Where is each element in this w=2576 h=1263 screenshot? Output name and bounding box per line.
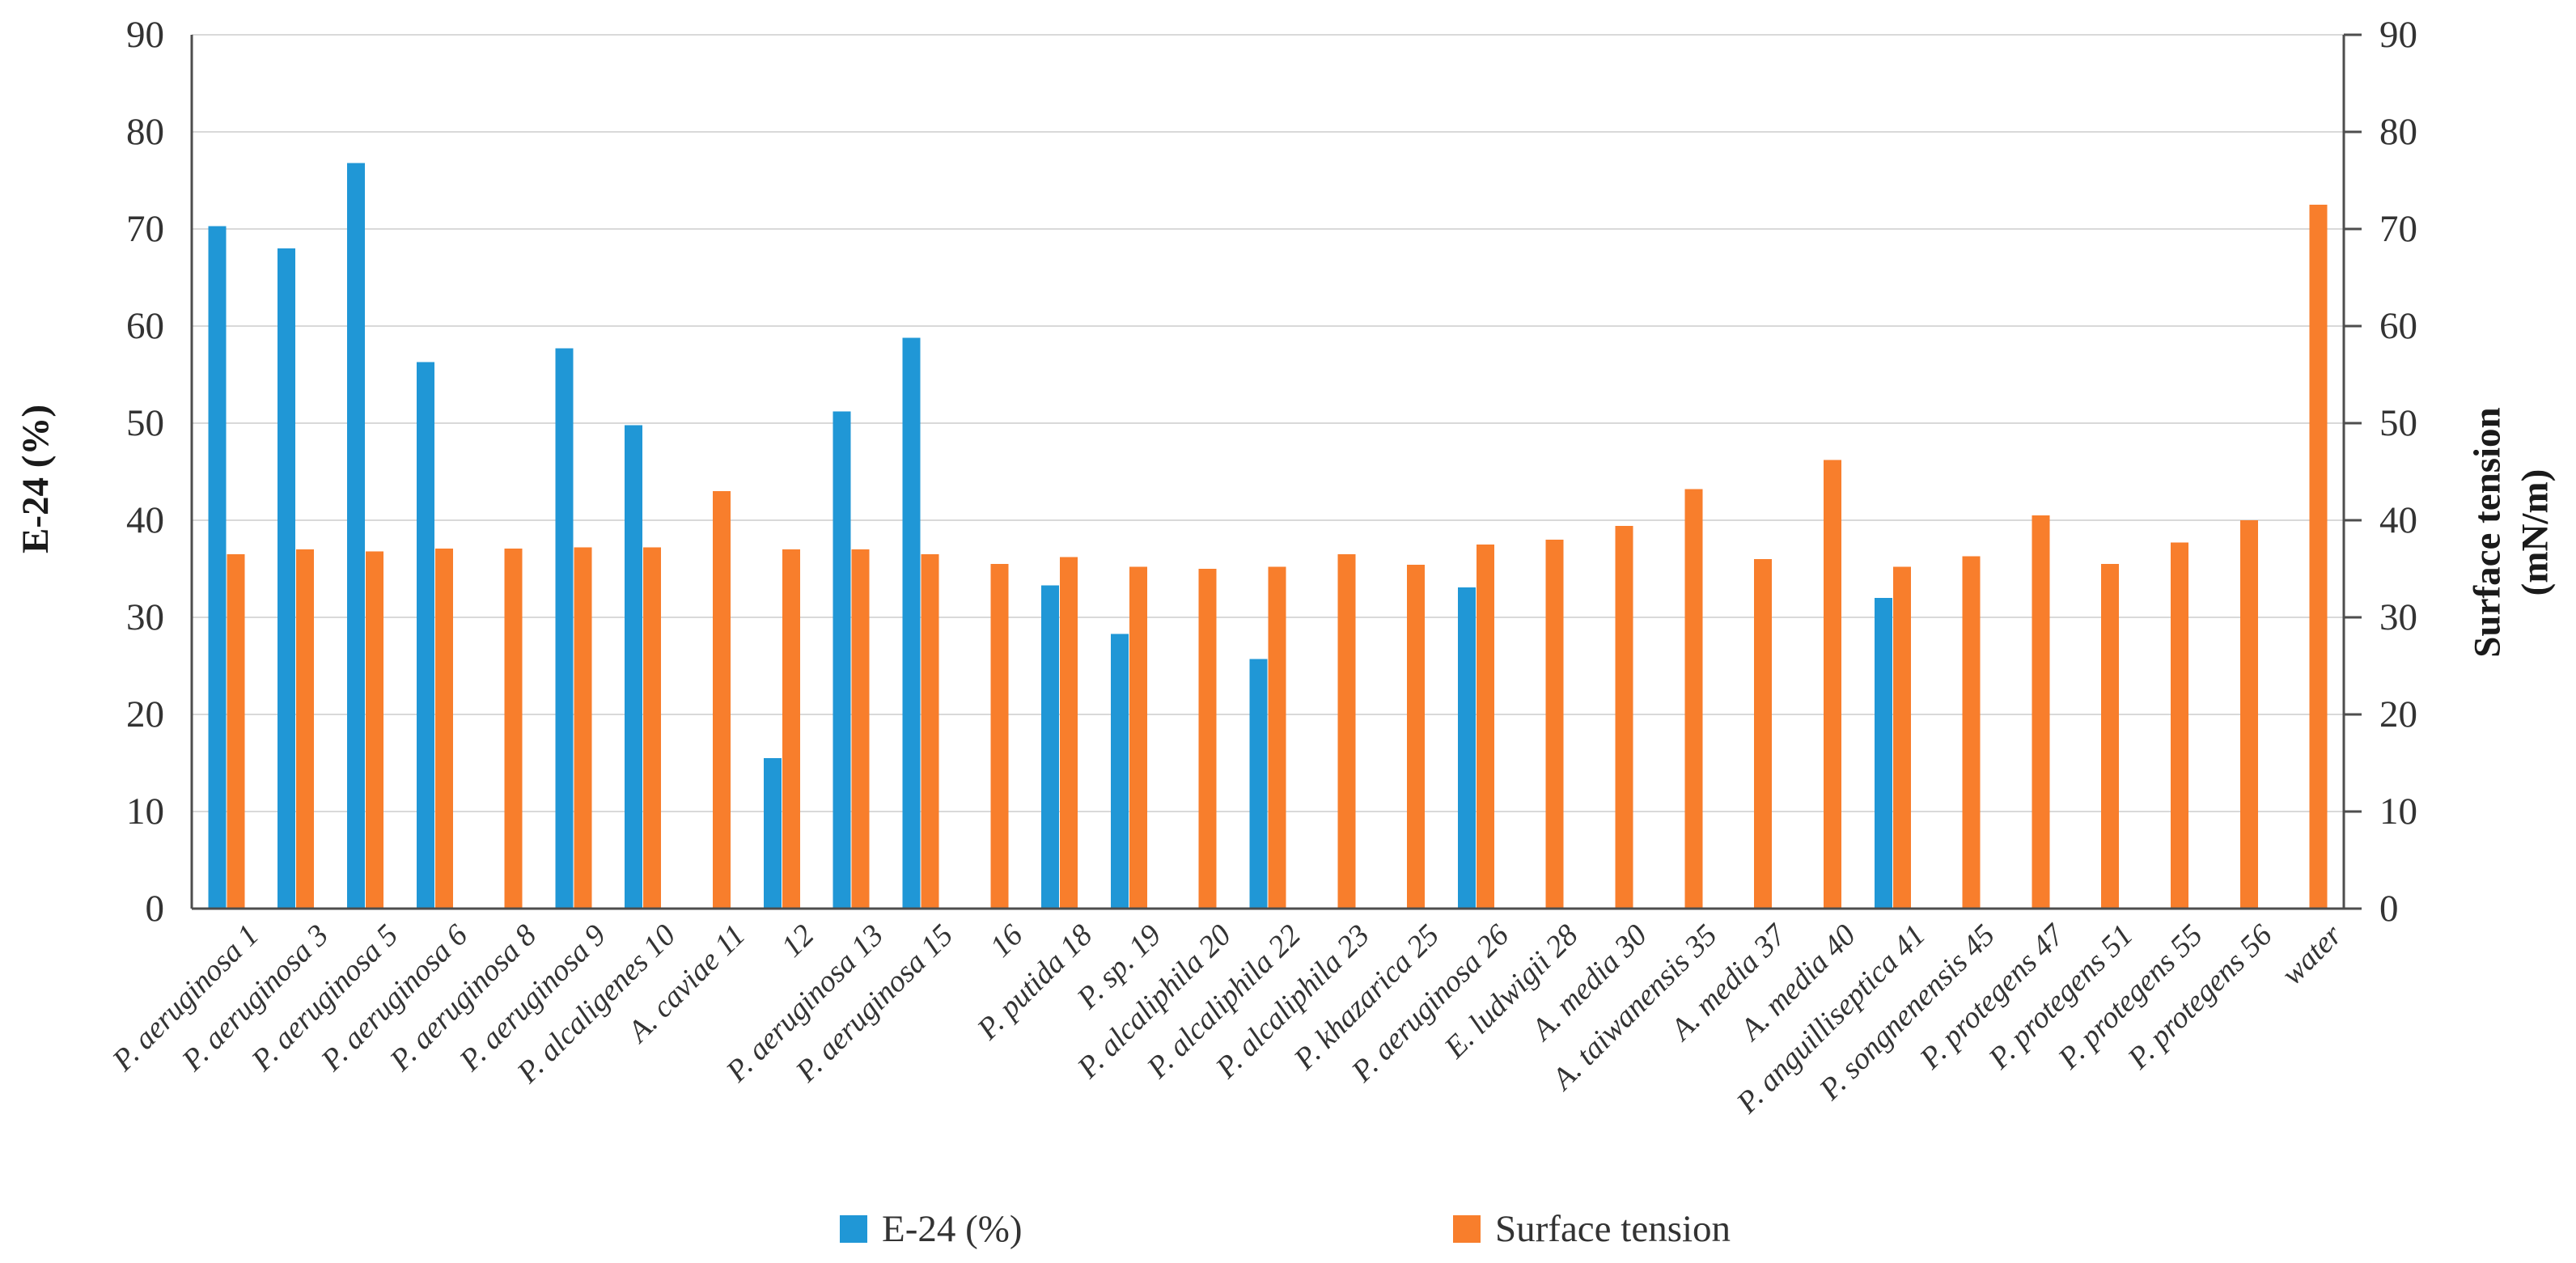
left-axis-tick-label: 0	[145, 888, 165, 930]
bar-e24	[1110, 634, 1129, 909]
left-axis-title: E-24 (%)	[15, 404, 57, 554]
right-axis-tick-label: 60	[2379, 305, 2417, 347]
bar-e24	[1041, 585, 1060, 909]
left-axis-tick-label: 60	[126, 305, 164, 347]
bar-surface-tension	[366, 551, 384, 909]
bar-e24	[763, 758, 782, 909]
bar-e24	[833, 411, 851, 909]
bar-surface-tension	[2239, 520, 2258, 909]
bar-surface-tension	[921, 554, 939, 909]
right-axis-tick-label: 30	[2379, 596, 2417, 638]
bar-surface-tension	[2170, 542, 2188, 909]
bar-e24	[1457, 587, 1476, 909]
right-axis-tick-label: 10	[2379, 790, 2417, 833]
bar-surface-tension	[1545, 540, 1564, 909]
bar-surface-tension	[1962, 556, 1981, 909]
bar-surface-tension	[990, 564, 1009, 909]
right-axis-tick-label: 70	[2379, 208, 2417, 250]
bar-surface-tension	[1615, 526, 1633, 909]
bar-surface-tension	[296, 549, 315, 909]
left-axis-tick-label: 70	[126, 208, 164, 250]
right-axis-title-line1: Surface tension	[2466, 407, 2509, 658]
bar-e24	[555, 348, 574, 909]
bar-surface-tension	[1060, 557, 1078, 909]
bar-surface-tension	[504, 548, 523, 909]
bar-surface-tension	[782, 549, 800, 909]
bar-e24	[208, 226, 227, 909]
right-axis-tick-label: 90	[2379, 14, 2417, 56]
legend-swatch-e24	[840, 1215, 867, 1243]
left-axis-tick-label: 20	[126, 693, 164, 735]
bar-surface-tension	[1337, 554, 1356, 909]
bar-e24	[902, 337, 921, 909]
bar-e24	[416, 362, 434, 909]
bar-surface-tension	[851, 549, 870, 909]
legend-label-e24: E-24 (%)	[882, 1208, 1023, 1250]
right-axis-tick-label: 40	[2379, 499, 2417, 541]
left-axis-tick-label: 30	[126, 596, 164, 638]
bar-surface-tension	[2101, 564, 2120, 909]
legend-item-surface-tension: Surface tension	[1453, 1207, 1731, 1251]
right-axis-title-line2: (mN/m)	[2514, 468, 2556, 596]
left-axis-tick-label: 80	[126, 111, 164, 153]
bar-e24	[347, 163, 366, 909]
bar-surface-tension	[1754, 559, 1773, 909]
legend-swatch-surface-tension	[1453, 1215, 1481, 1243]
right-axis-tick-label: 50	[2379, 402, 2417, 444]
bar-surface-tension	[1198, 569, 1217, 909]
left-axis-tick-label: 40	[126, 499, 164, 541]
bar-surface-tension	[2032, 515, 2050, 909]
bar-surface-tension	[1407, 565, 1426, 909]
bar-surface-tension	[227, 554, 245, 909]
legend-item-e24: E-24 (%)	[840, 1207, 1023, 1251]
left-axis-tick-label: 90	[126, 14, 164, 56]
bar-surface-tension	[2309, 205, 2328, 909]
bar-e24	[625, 425, 643, 909]
bar-surface-tension	[1268, 566, 1286, 909]
bar-surface-tension	[1892, 566, 1911, 909]
right-axis-tick-label: 80	[2379, 111, 2417, 153]
legend-label-surface-tension: Surface tension	[1495, 1208, 1731, 1250]
right-axis-tick-label: 20	[2379, 693, 2417, 735]
bar-surface-tension	[434, 548, 453, 909]
bar-surface-tension	[643, 547, 662, 909]
left-axis-tick-label: 10	[126, 790, 164, 833]
left-axis-tick-label: 50	[126, 402, 164, 444]
bar-surface-tension	[713, 491, 731, 909]
bar-surface-tension	[1476, 545, 1494, 909]
bar-surface-tension	[1129, 566, 1147, 909]
bar-e24	[1249, 659, 1268, 909]
bar-surface-tension	[574, 547, 592, 909]
bar-e24	[278, 248, 296, 909]
right-axis-tick-label: 0	[2379, 888, 2399, 930]
right-axis-title: Surface tension (mN/m)	[2464, 407, 2559, 657]
bar-surface-tension	[1684, 489, 1703, 909]
bar-surface-tension	[1823, 460, 1841, 909]
bar-e24	[1874, 598, 1892, 909]
